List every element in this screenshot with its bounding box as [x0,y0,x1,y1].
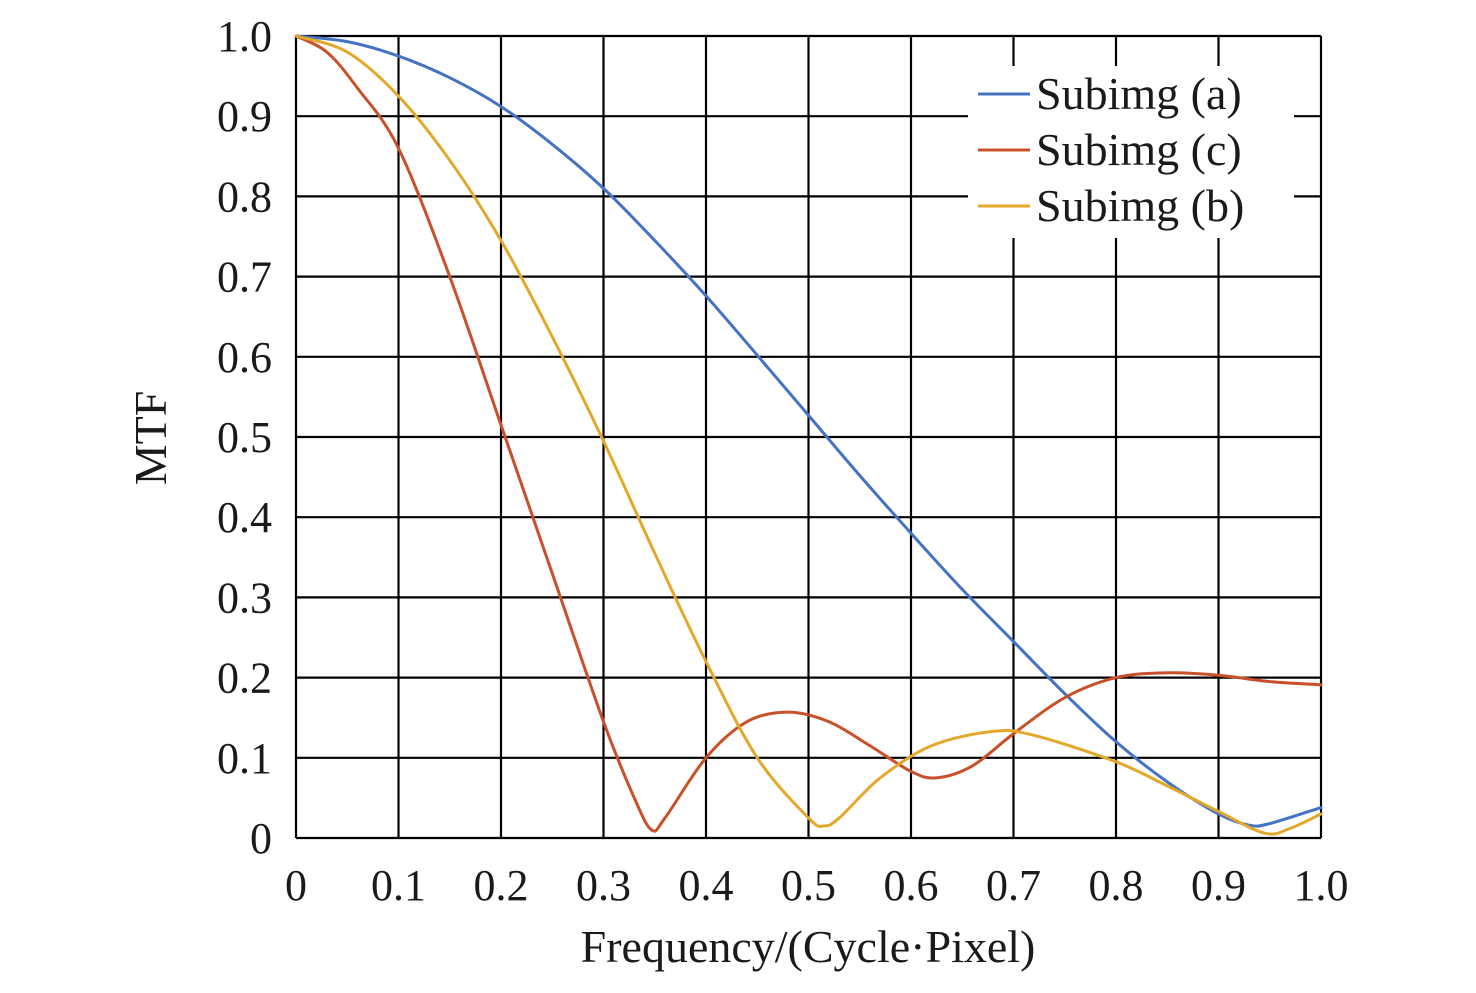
y-tick-label: 0 [250,814,272,863]
legend: Subimg (a)Subimg (c)Subimg (b) [968,66,1294,238]
x-tick-label: 0.7 [986,861,1041,910]
y-tick-label: 0.3 [217,573,272,622]
y-tick-label: 0.9 [217,92,272,141]
series-line-2 [294,34,1323,836]
grid [294,34,1323,840]
x-tick-label: 0.1 [371,861,426,910]
series-lines [294,34,1323,836]
y-tick-label: 1.0 [217,12,272,61]
x-tick-label: 0 [285,861,307,910]
legend-entry: Subimg (b) [1036,180,1244,231]
y-axis-title: MTF [125,391,176,486]
y-tick-label: 0.6 [217,333,272,382]
y-tick-label: 0.2 [217,654,272,703]
legend-entry: Subimg (a) [1036,68,1242,119]
y-tick-label: 0.8 [217,172,272,221]
x-tick-label: 0.6 [884,861,939,910]
legend-entry: Subimg (c) [1036,124,1242,175]
y-tick-labels: 0 0.1 0.2 0.3 0.4 0.5 0.6 0.7 0.8 0.9 1.0 [217,12,272,863]
y-tick-label: 0.1 [217,734,272,783]
x-axis-title: Frequency/(Cycle·Pixel) [581,921,1036,972]
x-tick-label: 0.4 [679,861,734,910]
x-tick-labels: 0 0.1 0.2 0.3 0.4 0.5 0.6 0.7 0.8 0.9 1.0 [285,861,1349,910]
y-tick-label: 0.7 [217,253,272,302]
series-line-1 [294,34,1323,833]
x-tick-label: 0.2 [474,861,529,910]
x-tick-label: 0.5 [781,861,836,910]
x-tick-label: 1.0 [1294,861,1349,910]
x-tick-label: 0.8 [1089,861,1144,910]
y-tick-label: 0.4 [217,493,272,542]
x-tick-label: 0.9 [1191,861,1246,910]
y-tick-label: 0.5 [217,413,272,462]
x-tick-label: 0.3 [576,861,631,910]
